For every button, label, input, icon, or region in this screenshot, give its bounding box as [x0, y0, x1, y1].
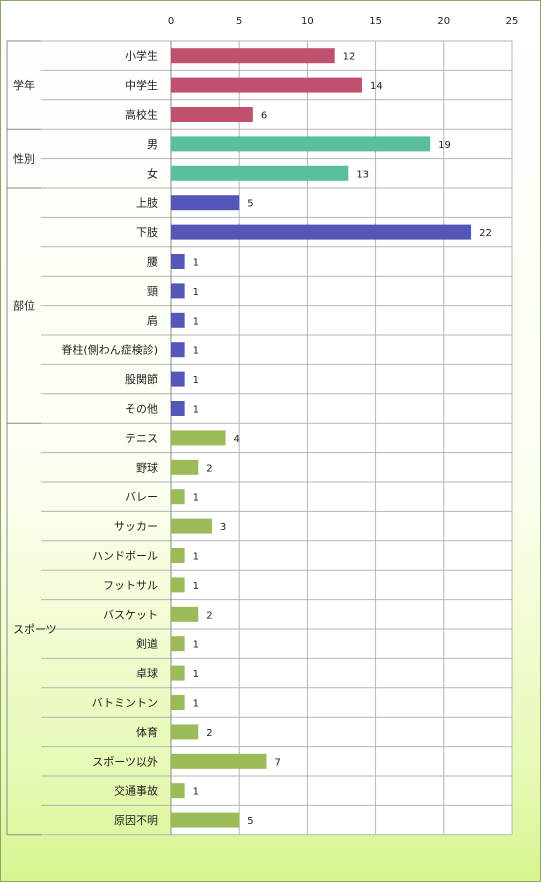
data-label: 1 [193, 316, 199, 327]
x-tick-label: 20 [437, 16, 450, 27]
data-label: 1 [193, 287, 199, 298]
data-label: 2 [206, 728, 212, 739]
category-label: 剣道 [136, 637, 158, 651]
data-label: 22 [479, 228, 492, 239]
category-label: 脊柱(側わん症検診) [61, 343, 158, 357]
bar [171, 577, 185, 593]
bar [171, 636, 185, 652]
group-label: 性別 [13, 152, 35, 166]
data-label: 1 [193, 640, 199, 651]
data-label: 5 [247, 199, 253, 210]
data-label: 1 [193, 405, 199, 416]
group-label: 学年 [13, 78, 35, 92]
bar [171, 753, 267, 769]
category-label: 高校生 [125, 108, 158, 122]
data-label: 19 [438, 140, 451, 151]
data-label: 1 [193, 669, 199, 680]
x-tick-label: 25 [506, 16, 519, 27]
data-label: 2 [206, 463, 212, 474]
category-label: 上肢 [136, 196, 158, 210]
bar [171, 195, 240, 211]
category-label: 女 [147, 166, 158, 180]
bar [171, 518, 212, 534]
data-label: 1 [193, 375, 199, 386]
bar [171, 401, 185, 416]
data-label: 1 [193, 552, 199, 563]
data-label: 7 [274, 757, 280, 768]
data-label: 12 [343, 52, 356, 63]
category-label: その他 [125, 403, 158, 416]
data-label: 1 [193, 493, 199, 504]
data-label: 1 [193, 787, 199, 798]
bar [171, 165, 349, 181]
bar [171, 371, 185, 387]
category-label: フットサル [103, 579, 158, 592]
bar [171, 283, 185, 299]
bar [171, 48, 335, 64]
category-label: バレー [125, 491, 158, 504]
bar [171, 224, 472, 240]
bar [171, 136, 431, 152]
x-tick-label: 0 [168, 16, 174, 27]
category-label: 肩 [147, 313, 158, 327]
data-label: 5 [247, 816, 253, 827]
category-label: 小学生 [125, 49, 158, 63]
group-label: 部位 [13, 299, 35, 313]
category-label: 中学生 [125, 78, 158, 92]
bar [171, 489, 185, 505]
bar [171, 812, 240, 828]
bar [171, 606, 199, 622]
group-label: スポーツ [13, 623, 57, 636]
data-label: 4 [234, 434, 240, 445]
category-label: 原因不明 [114, 814, 158, 827]
category-label: 股関節 [125, 372, 158, 386]
category-label: テニス [125, 432, 158, 445]
bar [171, 342, 185, 358]
category-label: 卓球 [136, 666, 158, 680]
category-label: バトミントン [92, 697, 158, 710]
bar [171, 459, 199, 475]
bar [171, 665, 185, 681]
category-label: 腰 [147, 256, 158, 269]
data-label: 14 [370, 81, 383, 92]
category-label: ハンドボール [92, 550, 158, 563]
x-tick-label: 15 [369, 16, 382, 27]
bar [171, 430, 226, 446]
category-label: バスケット [103, 608, 158, 621]
data-label: 3 [220, 522, 226, 533]
data-label: 1 [193, 699, 199, 710]
data-label: 1 [193, 346, 199, 357]
data-label: 13 [356, 169, 369, 180]
x-tick-label: 10 [301, 16, 314, 27]
category-label: 男 [147, 138, 158, 151]
bar [171, 724, 199, 740]
data-label: 6 [261, 111, 267, 122]
category-label: 頸 [147, 285, 158, 298]
category-label: 体育 [136, 725, 158, 739]
bar [171, 77, 362, 93]
bar [171, 254, 185, 269]
data-label: 1 [193, 581, 199, 592]
category-label: 野球 [136, 460, 158, 474]
category-label: サッカー [114, 520, 158, 533]
category-label: スポーツ以外 [92, 755, 158, 768]
data-label: 1 [193, 258, 199, 269]
bar [171, 783, 185, 799]
bar [171, 312, 185, 328]
category-label: 交通事故 [114, 784, 158, 798]
category-label: 下肢 [136, 225, 158, 239]
bar [171, 695, 185, 710]
bar [171, 548, 185, 563]
x-tick-label: 5 [236, 16, 242, 27]
bar [171, 107, 253, 122]
data-label: 2 [206, 610, 212, 621]
